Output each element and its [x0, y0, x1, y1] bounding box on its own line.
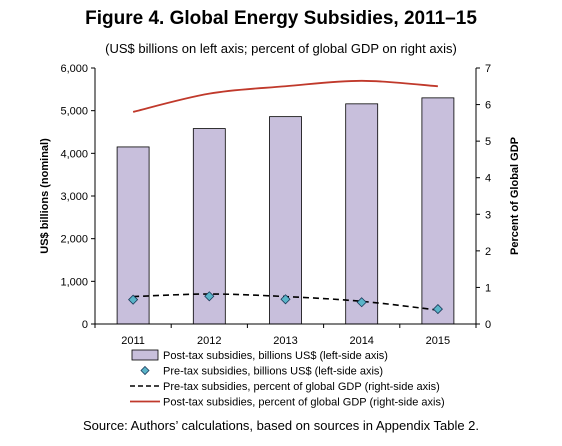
right-tick-label: 3: [485, 209, 491, 221]
bar-2013: [269, 116, 302, 325]
pre-tax-marker-2013: [280, 294, 291, 305]
bar-2015: [421, 97, 455, 325]
right-tick-label: 4: [485, 173, 491, 185]
bar-2014: [345, 103, 379, 325]
left-tick-label: 5,000: [60, 106, 88, 118]
right-tick-label: 7: [485, 63, 491, 75]
chart-title: Figure 4. Global Energy Subsidies, 2011–…: [85, 8, 477, 29]
y-axis-title: US$ billions (nominal): [39, 138, 51, 254]
right-tick-label: 0: [485, 319, 491, 331]
left-tick-label: 0: [82, 319, 88, 331]
legend-swatch-bar: [131, 349, 159, 361]
left-tick-label: 6,000: [60, 63, 88, 75]
legend-label: Pre-tax subsidies, percent of global GDP…: [163, 381, 440, 393]
right-tick-label: 1: [485, 282, 491, 294]
bar-2011: [116, 146, 150, 325]
left-tick-label: 3,000: [60, 191, 88, 203]
pre-tax-marker-2015: [432, 304, 443, 315]
legend-label: Post-tax subsidies, percent of global GD…: [163, 397, 445, 409]
legend-swatch-marker: [140, 365, 150, 376]
right-tick-label: 6: [485, 100, 491, 112]
energy-subsidies-chart: 0 1,000 2,000 3,000 4,000 5,000 6,000 0 1 2 3 4 5 6 7 2…: [39, 63, 521, 409]
pre-tax-marker-2012: [204, 291, 215, 302]
right-tick-label: 2: [485, 246, 491, 258]
legend-label: Pre-tax subsidies, billions US$ (left-si…: [163, 366, 383, 378]
x-tick-label: 2011: [121, 335, 145, 347]
x-tick-label: 2015: [426, 335, 450, 347]
left-tick-label: 1,000: [60, 276, 88, 288]
post-tax-percent-line: [132, 79, 438, 113]
chart-subtitle: (US$ billions on left axis; percent of g…: [105, 41, 457, 56]
x-tick-label: 2012: [197, 335, 221, 347]
y2-axis-title: Percent of Global GDP: [509, 137, 521, 255]
x-tick-label: 2013: [273, 335, 297, 347]
legend-label: Post-tax subsidies, billions US$ (left-s…: [163, 350, 388, 362]
pre-tax-marker-2011: [128, 294, 139, 305]
left-tick-label: 2,000: [60, 234, 88, 246]
right-tick-label: 5: [485, 136, 491, 148]
pre-tax-marker-2014: [356, 297, 367, 308]
source-note: Source: Authors’ calculations, based on …: [82, 418, 480, 433]
x-tick-label: 2014: [349, 335, 373, 347]
left-tick-label: 4,000: [60, 148, 88, 160]
